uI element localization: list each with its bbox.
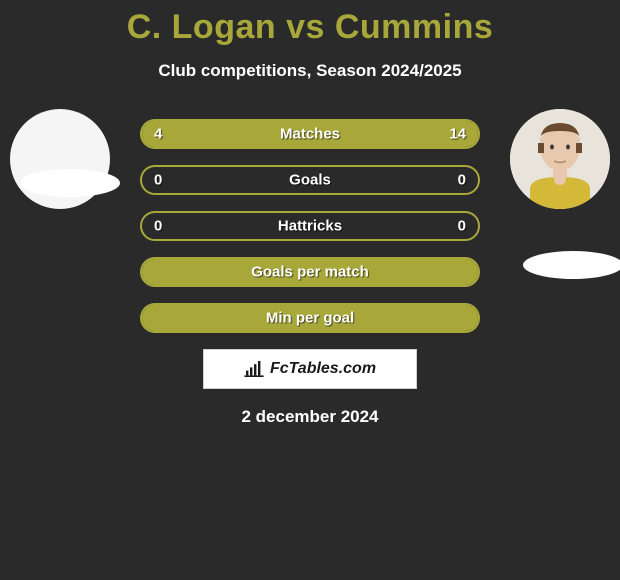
metric-label: Goals per match: [142, 264, 478, 281]
metric-bars: Matches414Goals00Hattricks00Goals per ma…: [140, 119, 480, 333]
watermark-text: FcTables.com: [270, 360, 376, 378]
metric-value-right: 0: [458, 218, 466, 235]
metric-bar: Matches4 14: [140, 119, 480, 149]
metric-value-left: 4: [154, 126, 162, 143]
comparison-title: C. Logan vs Cummins: [0, 0, 620, 47]
comparison-content: Matches414Goals00Hattricks00Goals per ma…: [0, 119, 620, 427]
metric-value-right: 14: [449, 126, 466, 143]
bars-icon: [244, 361, 264, 377]
player-photo-icon: [510, 109, 610, 209]
player-right-avatar: [510, 109, 610, 209]
comparison-date: 2 december 2024: [0, 407, 620, 427]
metric-label: Min per goal: [142, 310, 478, 327]
metric-bar: Min per goal: [140, 303, 480, 333]
watermark-badge: FcTables.com: [203, 349, 417, 389]
metric-label: Goals: [142, 172, 478, 189]
metric-value-left: 0: [154, 218, 162, 235]
comparison-subtitle: Club competitions, Season 2024/2025: [0, 61, 620, 81]
player-left-club-logo: [20, 169, 120, 197]
metric-bar: Goals per match: [140, 257, 480, 287]
metric-value-left: 0: [154, 172, 162, 189]
metric-bar: Goals0 0: [140, 165, 480, 195]
player-right-club-logo: [523, 251, 620, 279]
metric-bar: Hattricks0 0: [140, 211, 480, 241]
metric-value-right: 0: [458, 172, 466, 189]
metric-label: Matches: [142, 126, 478, 143]
metric-label: Hattricks: [142, 218, 478, 235]
